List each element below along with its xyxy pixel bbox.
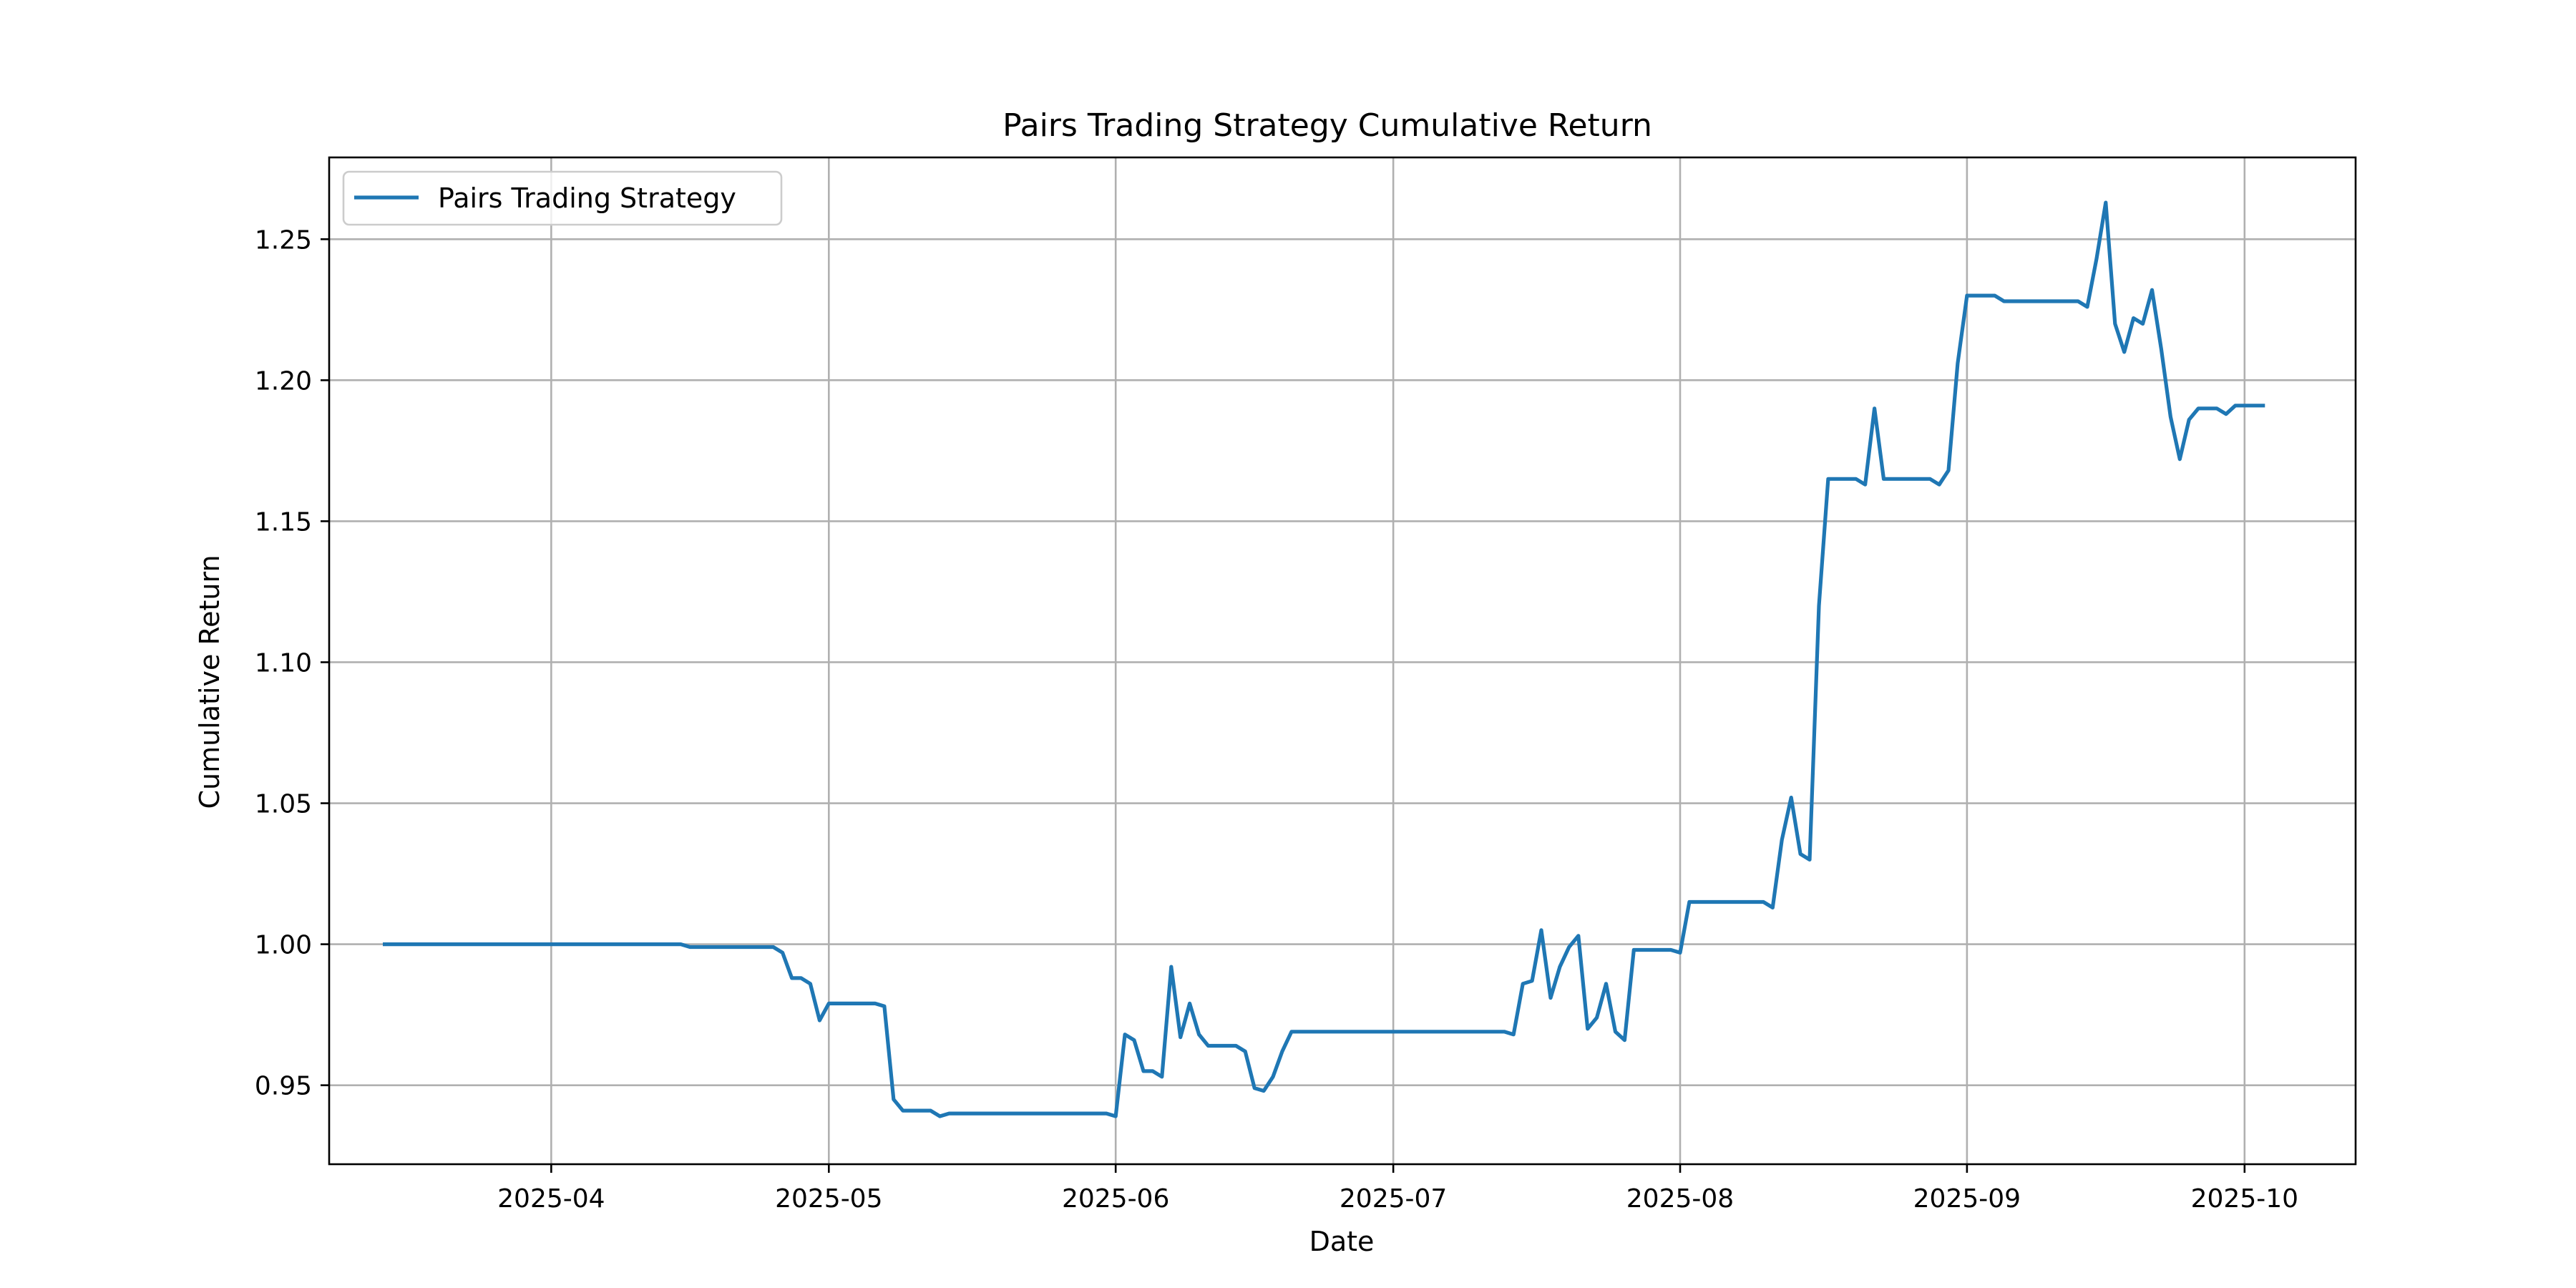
y-tick-label: 1.00 (255, 931, 312, 960)
y-tick-label: 1.05 (255, 790, 312, 819)
series-line (383, 200, 2265, 1118)
chart-title: Pairs Trading Strategy Cumulative Return (1002, 107, 1652, 144)
y-tick-label: 1.20 (255, 366, 312, 396)
y-tick-label: 0.95 (255, 1072, 312, 1101)
x-tick-label: 2025-04 (497, 1184, 605, 1214)
plot-frame (328, 156, 2357, 1166)
y-axis-label: Cumulative Return (194, 555, 225, 809)
series-layer (383, 200, 2265, 1118)
grid-lines (329, 157, 2356, 1164)
y-axis: 0.95 1.00 1.05 1.10 1.15 1.20 1.25 (255, 225, 329, 1101)
x-tick-label: 2025-05 (775, 1184, 882, 1214)
y-tick-label: 1.25 (255, 225, 312, 255)
legend-entry-label: Pairs Trading Strategy (438, 182, 736, 214)
y-tick-label: 1.15 (255, 507, 312, 537)
legend: Pairs Trading Strategy (342, 170, 783, 226)
x-tick-label: 2025-07 (1340, 1184, 1447, 1214)
x-axis-label: Date (1309, 1226, 1375, 1257)
x-axis: 2025-04 2025-05 2025-06 2025-07 2025-08 2025-… (497, 1164, 2298, 1214)
x-tick-label: 2025-08 (1626, 1184, 1734, 1214)
x-tick-label: 2025-09 (1913, 1184, 2021, 1214)
y-tick-label: 1.10 (255, 648, 312, 678)
legend-box (342, 170, 783, 226)
x-tick-label: 2025-10 (2191, 1184, 2298, 1214)
x-tick-label: 2025-06 (1062, 1184, 1169, 1214)
